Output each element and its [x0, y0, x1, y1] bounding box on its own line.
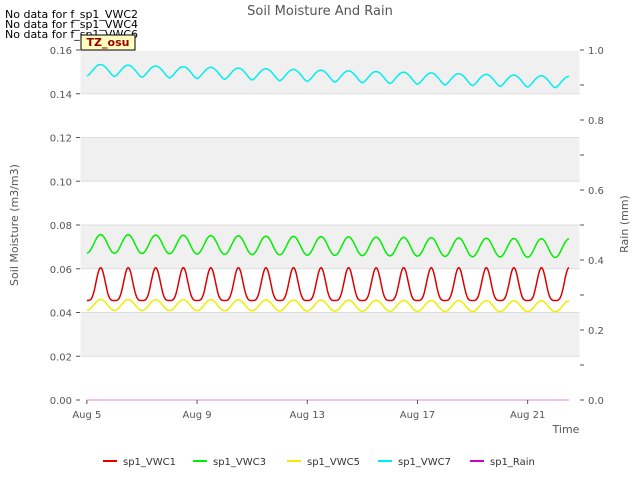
y2-tick-label: 0.8: [588, 116, 604, 127]
y2-axis-ticks: 0.0 0.2 0.4 0.6 0.8 1.0: [580, 46, 604, 407]
x-tick-label: Aug 17: [400, 410, 435, 421]
y-tick-label: 0.08: [50, 221, 72, 232]
y2-tick-label: 0.4: [588, 256, 604, 267]
legend-label-sp1_VWC3: sp1_VWC3: [213, 457, 266, 468]
background-bands: [80, 50, 580, 357]
site-badge-label: TZ_osu: [87, 36, 130, 49]
no-data-note-2: No data for f_sp1_VWC4: [5, 18, 138, 31]
x-tick-label: Aug 9: [183, 410, 212, 421]
y-axis-label: Soil Moisture (m3/m3): [8, 164, 21, 286]
legend-label-sp1_VWC7: sp1_VWC7: [398, 457, 451, 468]
band: [80, 137, 580, 182]
y-tick-label: 0.04: [50, 309, 72, 320]
y-tick-label: 0.14: [50, 90, 72, 101]
y-tick-label: 0.02: [50, 352, 72, 363]
y2-tick-label: 0.0: [588, 396, 604, 407]
legend-label-sp1_VWC5: sp1_VWC5: [307, 457, 360, 468]
x-axis-label: Time: [552, 423, 580, 436]
no-data-note-1: No data for f_sp1_VWC2: [5, 8, 138, 21]
x-tick-label: Aug 21: [510, 410, 545, 421]
legend-label-sp1_Rain: sp1_Rain: [490, 457, 535, 468]
y-tick-label: 0.00: [50, 396, 72, 407]
y2-tick-label: 1.0: [588, 46, 604, 57]
y-tick-label: 0.12: [50, 134, 72, 145]
y-axis-ticks: 0.00 0.02 0.04 0.06 0.08 0.10 0.12 0.14 0.16: [50, 46, 80, 407]
band: [80, 312, 580, 357]
y2-axis-label: Rain (mm): [618, 195, 631, 253]
site-badge-box: [80, 34, 136, 51]
x-tick-label: Aug 13: [290, 410, 325, 421]
y-tick-label: 0.16: [50, 46, 72, 57]
x-tick-label: Aug 5: [72, 410, 101, 421]
y-tick-label: 0.06: [50, 265, 72, 276]
series-line-sp1_VWC1: [86, 266, 570, 302]
site-badge: TZ_osu: [80, 34, 136, 51]
series-line-sp1_VWC5: [86, 298, 570, 313]
y2-tick-label: 0.6: [588, 186, 604, 197]
legend: sp1_VWC1 sp1_VWC3 sp1_VWC5 sp1_VWC7 sp1_Rain: [103, 457, 535, 468]
chart-title: Soil Moisture And Rain: [247, 4, 393, 19]
x-axis-ticks: Aug 5 Aug 9 Aug 13 Aug 17 Aug 21: [72, 400, 545, 421]
legend-label-sp1_VWC1: sp1_VWC1: [123, 457, 176, 468]
series-line-sp1_VWC7: [86, 63, 569, 89]
band: [80, 50, 580, 94]
y2-tick-label: 0.2: [588, 326, 604, 337]
series-line-sp1_VWC3: [86, 233, 570, 259]
y-tick-label: 0.10: [50, 177, 72, 188]
band: [80, 225, 580, 269]
